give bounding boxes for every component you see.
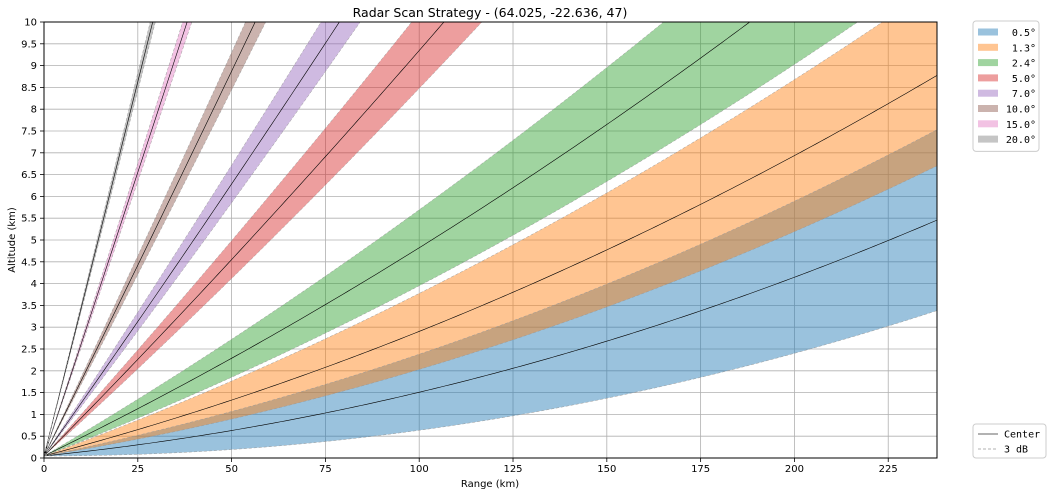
legend-label: 15.0° xyxy=(1006,120,1036,131)
y-tick-label: 2 xyxy=(31,366,37,377)
legend-label: 7.0° xyxy=(1012,89,1036,100)
beam-center-line-7.0° xyxy=(44,22,340,457)
y-tick-label: 7.5 xyxy=(21,127,37,138)
legend-label: 5.0° xyxy=(1012,74,1036,85)
legend-label: 10.0° xyxy=(1006,105,1036,116)
y-axis-label: Altitude (km) xyxy=(7,207,18,273)
beam-band-1.3° xyxy=(44,22,937,456)
beam-3db-lower-1.3° xyxy=(44,165,937,457)
x-tick-label: 150 xyxy=(597,464,616,475)
x-tick-label: 200 xyxy=(785,464,804,475)
x-tick-label: 25 xyxy=(131,464,144,475)
legend-swatch xyxy=(978,28,998,36)
legend-swatch xyxy=(978,135,998,143)
ticks-layer: 0 25 50 75 100 125 150 175 200 22500.511.522.533.… xyxy=(21,18,898,476)
legend-label: 2.4° xyxy=(1012,59,1036,70)
legend-line-styles: Center 3 dB xyxy=(972,423,1047,459)
y-tick-label: 3 xyxy=(31,323,37,334)
beam-3db-lower-2.4° xyxy=(44,22,859,457)
legend-line-label: Center xyxy=(1004,430,1040,441)
legend-swatch xyxy=(978,59,998,67)
legend-label: 20.0° xyxy=(1006,135,1036,146)
beam-lines-layer xyxy=(44,22,937,457)
y-tick-label: 10 xyxy=(24,18,37,29)
beam-center-line-10.0° xyxy=(44,22,256,457)
y-tick-label: 8 xyxy=(31,105,37,116)
beam-3db-lower-10.0° xyxy=(44,22,267,457)
y-tick-label: 9.5 xyxy=(21,39,37,50)
beam-3db-upper-5.0° xyxy=(44,22,413,457)
legend-swatch xyxy=(978,74,998,82)
legend-label: 1.3° xyxy=(1012,43,1036,54)
legend-label: 0.5° xyxy=(1012,28,1036,39)
grid-layer xyxy=(43,21,937,459)
y-tick-label: 1.5 xyxy=(21,388,37,399)
y-tick-label: 2.5 xyxy=(21,345,37,356)
beam-center-line-1.3° xyxy=(44,75,937,457)
y-tick-label: 3.5 xyxy=(21,301,37,312)
y-tick-label: 5.5 xyxy=(21,214,37,225)
chart-title: Radar Scan Strategy - (64.025, -22.636, … xyxy=(353,5,628,20)
x-tick-label: 175 xyxy=(691,464,710,475)
legend-elevations: 0.5° 1.3° 2.4° 5.0° 7.0° 10.0° 15.0° 20.0° xyxy=(972,20,1040,152)
legend-lines-frame xyxy=(972,423,1047,459)
beam-3db-upper-0.5° xyxy=(44,129,937,457)
y-tick-label: 7 xyxy=(31,148,37,159)
beam-band-15.0° xyxy=(44,22,192,456)
y-tick-label: 4 xyxy=(31,279,37,290)
y-tick-label: 0 xyxy=(31,454,37,465)
beam-3db-upper-2.4° xyxy=(44,22,664,457)
y-tick-label: 9 xyxy=(31,61,37,72)
x-tick-label: 75 xyxy=(319,464,332,475)
beam-band-2.4° xyxy=(44,22,858,456)
x-tick-label: 225 xyxy=(879,464,898,475)
legend-line-label: 3 dB xyxy=(1004,445,1028,456)
y-tick-label: 6.5 xyxy=(21,170,37,181)
beam-band-5.0° xyxy=(44,22,482,456)
y-tick-label: 1 xyxy=(31,410,37,421)
legend-elevations-frame xyxy=(972,20,1040,152)
legend-swatch xyxy=(978,89,998,97)
y-tick-label: 8.5 xyxy=(21,83,37,94)
beam-center-line-2.4° xyxy=(44,22,751,457)
beam-band-0.5° xyxy=(44,129,937,456)
y-tick-label: 4.5 xyxy=(21,257,37,268)
legend-swatch xyxy=(978,105,998,112)
y-tick-label: 5 xyxy=(31,236,37,247)
beam-center-line-0.5° xyxy=(44,219,937,457)
beam-3db-upper-10.0° xyxy=(44,22,246,457)
x-tick-label: 50 xyxy=(225,464,238,475)
y-tick-label: 0.5 xyxy=(21,432,37,443)
legend-swatch xyxy=(978,43,998,51)
beam-band-10.0° xyxy=(44,22,266,456)
beam-center-line-5.0° xyxy=(44,22,445,457)
beam-band-7.0° xyxy=(44,22,361,456)
y-tick-label: 6 xyxy=(31,192,37,203)
x-tick-label: 0 xyxy=(41,464,47,475)
x-tick-label: 125 xyxy=(503,464,522,475)
legend-swatch xyxy=(978,120,998,128)
x-axis-label: Range (km) xyxy=(461,479,519,490)
x-tick-label: 100 xyxy=(410,464,429,475)
